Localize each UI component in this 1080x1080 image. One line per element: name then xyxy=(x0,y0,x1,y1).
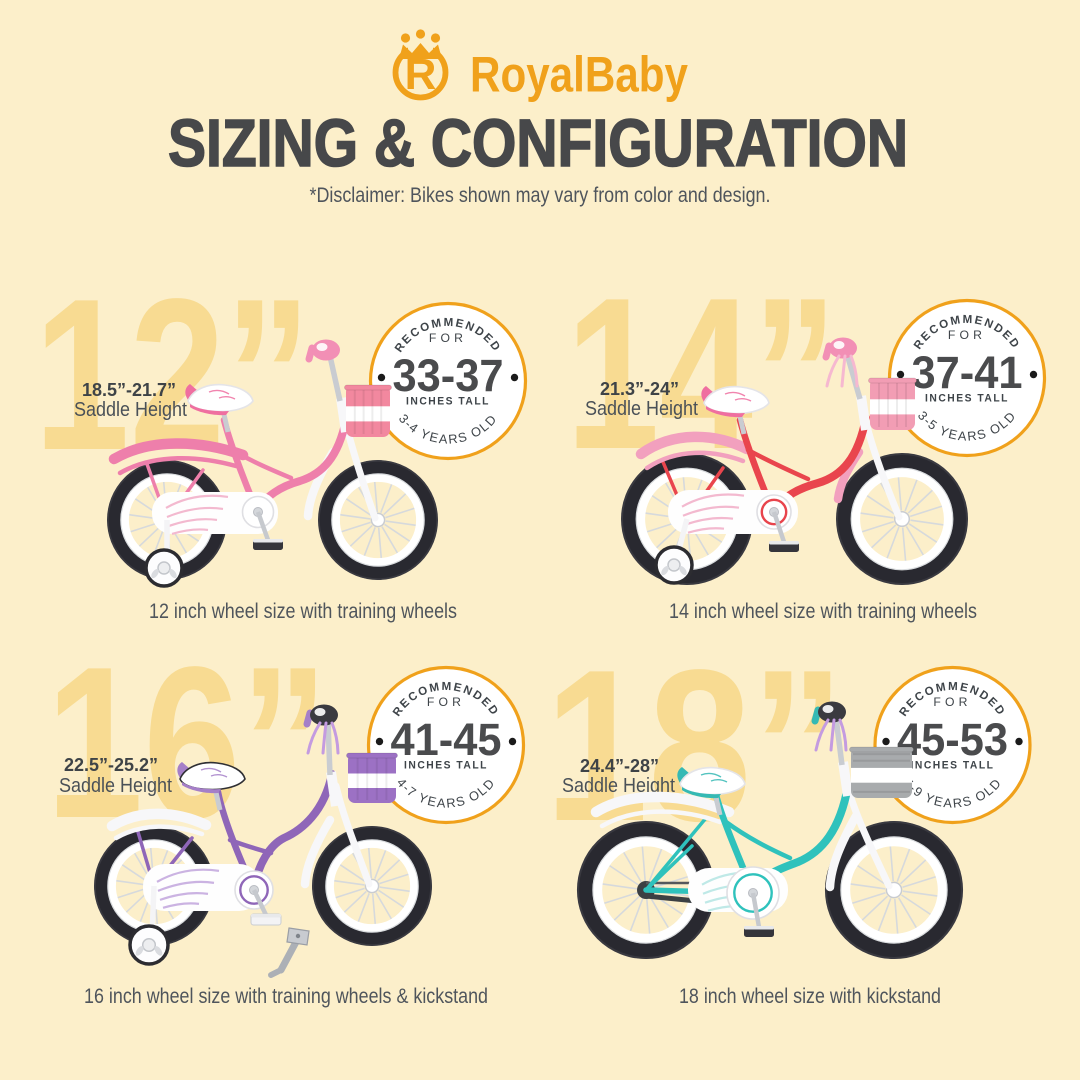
svg-text:12 inch wheel size with traini: 12 inch wheel size with training wheels xyxy=(149,599,457,623)
svg-text:41-45: 41-45 xyxy=(391,714,502,765)
svg-text:RoyalBaby: RoyalBaby xyxy=(470,47,688,103)
svg-text:Saddle Height: Saddle Height xyxy=(59,775,172,797)
svg-text:INCHES TALL: INCHES TALL xyxy=(404,760,488,772)
svg-text:INCHES TALL: INCHES TALL xyxy=(925,393,1009,405)
svg-text:33-37: 33-37 xyxy=(393,350,504,401)
svg-text:12”: 12” xyxy=(34,253,311,495)
svg-text:21.3”-24”: 21.3”-24” xyxy=(600,379,679,399)
svg-text:16 inch wheel size with traini: 16 inch wheel size with training wheels … xyxy=(84,984,488,1008)
svg-text:18.5”-21.7”: 18.5”-21.7” xyxy=(82,380,176,400)
svg-text:*Disclaimer: Bikes shown may v: *Disclaimer: Bikes shown may vary from c… xyxy=(310,183,771,207)
svg-text:18”: 18” xyxy=(545,624,844,866)
svg-text:FOR: FOR xyxy=(948,328,986,342)
svg-text:24.4”-28”: 24.4”-28” xyxy=(580,756,659,776)
svg-text:Saddle Height: Saddle Height xyxy=(585,398,698,420)
svg-text:45-53: 45-53 xyxy=(897,714,1008,765)
svg-text:INCHES TALL: INCHES TALL xyxy=(406,396,490,408)
svg-text:37-41: 37-41 xyxy=(912,347,1023,398)
svg-text:22.5”-25.2”: 22.5”-25.2” xyxy=(64,755,158,775)
svg-text:FOR: FOR xyxy=(429,331,467,345)
svg-text:Saddle Height: Saddle Height xyxy=(562,775,675,797)
svg-text:FOR: FOR xyxy=(933,695,971,709)
svg-text:Saddle Height: Saddle Height xyxy=(74,399,187,421)
svg-text:14 inch wheel size with traini: 14 inch wheel size with training wheels xyxy=(669,599,977,623)
svg-text:16”: 16” xyxy=(46,621,328,863)
svg-text:FOR: FOR xyxy=(427,695,465,709)
svg-text:18 inch wheel size with kickst: 18 inch wheel size with kickstand xyxy=(679,984,941,1008)
svg-text:SIZING & CONFIGURATION: SIZING & CONFIGURATION xyxy=(168,106,908,181)
svg-text:R: R xyxy=(405,50,437,99)
svg-text:INCHES TALL: INCHES TALL xyxy=(911,760,995,772)
